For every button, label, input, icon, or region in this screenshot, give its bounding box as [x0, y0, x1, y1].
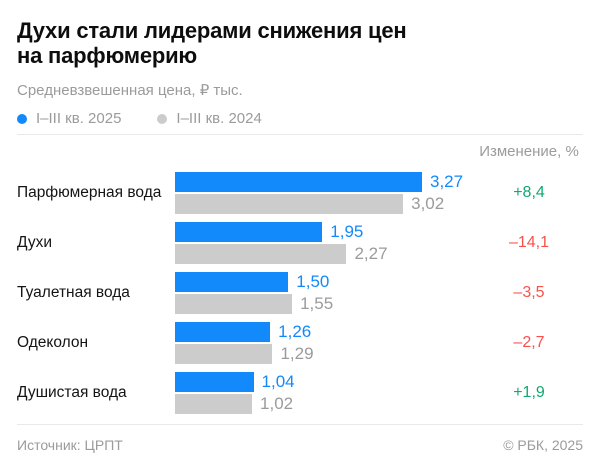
legend: I–III кв. 2025 I–III кв. 2024: [17, 110, 583, 128]
chart-header-row: Изменение, %: [17, 143, 583, 161]
chart-row: Духи 1,95 2,27 –14,1: [17, 218, 583, 268]
bar-group: 1,50 1,55: [175, 272, 475, 314]
category-label: Парфюмерная вода: [17, 184, 162, 201]
category-label: Духи: [17, 234, 52, 251]
change-value: –2,7: [513, 334, 545, 351]
change-value: +8,4: [513, 184, 545, 201]
legend-item-2024: I–III кв. 2024: [157, 110, 262, 128]
bar-line-2025: 1,95: [175, 222, 475, 242]
bar-value-2025: 1,50: [296, 272, 330, 291]
bar-line-2024: 1,02: [175, 394, 475, 414]
bar-chart: Изменение, % Парфюмерная вода 3,27 3,02 …: [0, 143, 600, 418]
bar-value-2024: 1,55: [300, 294, 334, 313]
chart-row: Туалетная вода 1,50 1,55 –3,5: [17, 268, 583, 318]
chart-subtitle: Средневзвешенная цена, ₽ тыс.: [17, 82, 243, 99]
bar-line-2025: 3,27: [175, 172, 475, 192]
bar-line-2024: 1,29: [175, 344, 475, 364]
chart-row: Парфюмерная вода 3,27 3,02 +8,4: [17, 168, 583, 218]
change-column-header: Изменение, %: [479, 143, 579, 160]
legend-dot-2024-icon: [157, 114, 168, 124]
category-label: Одеколон: [17, 334, 89, 351]
chart-row: Душистая вода 1,04 1,02 +1,9: [17, 368, 583, 418]
bar-2024: [175, 344, 273, 364]
bar-line-2025: 1,04: [175, 372, 475, 392]
bar-line-2024: 1,55: [175, 294, 475, 314]
bar-group: 1,95 2,27: [175, 222, 475, 264]
bar-2024: [175, 394, 253, 414]
change-value: +1,9: [513, 384, 545, 401]
bar-value-2025: 1,95: [330, 222, 364, 241]
bar-2024: [175, 194, 404, 214]
bar-line-2025: 1,50: [175, 272, 475, 292]
legend-dot-2025-icon: [17, 114, 27, 124]
copyright-note: © РБК, 2025: [503, 437, 583, 453]
bar-2025: [175, 222, 323, 242]
bar-value-2024: 1,29: [280, 344, 314, 363]
category-label: Душистая вода: [17, 384, 127, 401]
page-title: Духи стали лидерами снижения цен на парф…: [0, 0, 600, 68]
title-line-2: на парфюмерию: [17, 43, 198, 68]
bar-line-2025: 1,26: [175, 322, 475, 342]
legend-label-2024: I–III кв. 2024: [176, 110, 262, 127]
bar-value-2025: 1,04: [261, 372, 295, 391]
bar-2025: [175, 272, 289, 292]
chart-row: Одеколон 1,26 1,29 –2,7: [17, 318, 583, 368]
bar-group: 1,04 1,02: [175, 372, 475, 414]
bar-value-2025: 3,27: [430, 172, 464, 191]
legend-label-2025: I–III кв. 2025: [36, 110, 122, 127]
category-label: Туалетная вода: [17, 284, 130, 301]
footer: Источник: ЦРПТ © РБК, 2025: [17, 424, 583, 453]
change-value: –3,5: [513, 284, 545, 301]
bar-group: 3,27 3,02: [175, 172, 475, 214]
bar-value-2024: 2,27: [354, 244, 388, 263]
bar-2025: [175, 172, 422, 192]
source-note: Источник: ЦРПТ: [17, 437, 123, 453]
bar-group: 1,26 1,29: [175, 322, 475, 364]
bar-value-2025: 1,26: [278, 322, 312, 341]
bar-value-2024: 3,02: [411, 194, 445, 213]
bar-2024: [175, 244, 347, 264]
bar-2025: [175, 322, 271, 342]
bar-line-2024: 2,27: [175, 244, 475, 264]
legend-item-2025: I–III кв. 2025: [17, 110, 121, 128]
change-value: –14,1: [508, 234, 550, 251]
title-line-1: Духи стали лидерами снижения цен: [17, 18, 407, 43]
top-divider: [17, 134, 583, 135]
bar-value-2024: 1,02: [260, 394, 294, 413]
bar-line-2024: 3,02: [175, 194, 475, 214]
rows: Парфюмерная вода 3,27 3,02 +8,4 Духи 1,9…: [17, 168, 583, 418]
bar-2025: [175, 372, 254, 392]
bar-2024: [175, 294, 293, 314]
